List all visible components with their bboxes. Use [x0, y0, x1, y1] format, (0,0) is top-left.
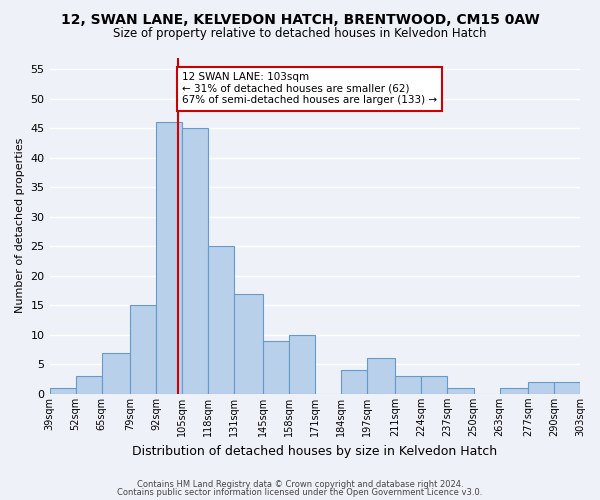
Bar — [341, 370, 367, 394]
Bar — [500, 388, 528, 394]
Bar — [76, 376, 102, 394]
Text: Size of property relative to detached houses in Kelvedon Hatch: Size of property relative to detached ho… — [113, 28, 487, 40]
Bar — [130, 306, 156, 394]
Bar — [182, 128, 208, 394]
Bar — [448, 388, 473, 394]
X-axis label: Distribution of detached houses by size in Kelvedon Hatch: Distribution of detached houses by size … — [132, 444, 497, 458]
Bar — [235, 294, 263, 394]
Bar — [156, 122, 182, 394]
Text: Contains public sector information licensed under the Open Government Licence v3: Contains public sector information licen… — [118, 488, 482, 497]
Bar — [102, 352, 130, 394]
Bar — [263, 341, 289, 394]
Bar — [367, 358, 395, 394]
Bar — [554, 382, 580, 394]
Y-axis label: Number of detached properties: Number of detached properties — [15, 138, 25, 314]
Bar — [289, 335, 315, 394]
Text: 12, SWAN LANE, KELVEDON HATCH, BRENTWOOD, CM15 0AW: 12, SWAN LANE, KELVEDON HATCH, BRENTWOOD… — [61, 12, 539, 26]
Bar — [208, 246, 235, 394]
Bar — [528, 382, 554, 394]
Bar — [50, 388, 76, 394]
Text: 12 SWAN LANE: 103sqm
← 31% of detached houses are smaller (62)
67% of semi-detac: 12 SWAN LANE: 103sqm ← 31% of detached h… — [182, 72, 437, 106]
Text: Contains HM Land Registry data © Crown copyright and database right 2024.: Contains HM Land Registry data © Crown c… — [137, 480, 463, 489]
Bar — [395, 376, 421, 394]
Bar — [421, 376, 448, 394]
